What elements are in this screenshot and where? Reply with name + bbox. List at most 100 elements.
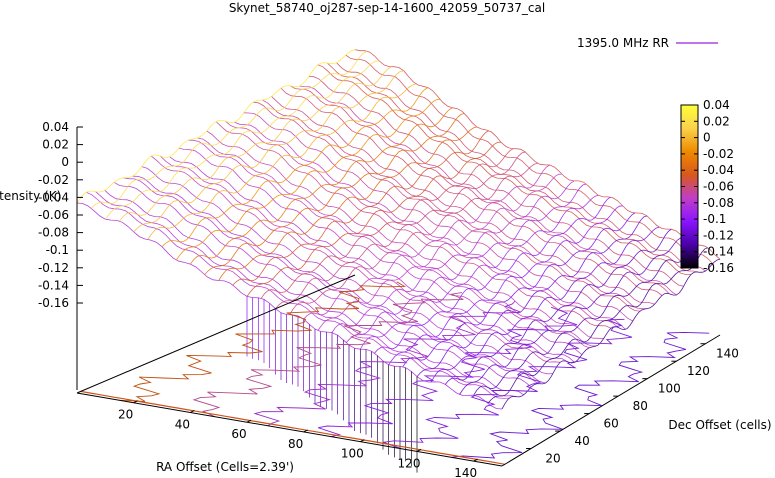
z-tick-label: -0.08 [38,226,69,240]
y-axis-line [501,334,721,467]
surface-row [141,166,553,375]
colorbar-tick-label: -0.04 [703,163,734,177]
z-tick-label: -0.14 [38,278,69,292]
x-tick [246,419,252,423]
surface-column [487,247,708,404]
contour-line [119,281,407,402]
z-tick-label: -0.02 [38,173,69,187]
x-tick-label: 80 [288,437,303,451]
y-tick-label: 40 [574,434,589,448]
surface-column [147,83,416,240]
z-tick-label: -0.16 [38,296,69,310]
z-tick-label: -0.12 [38,261,69,275]
x-tick [303,429,308,433]
contour-line [192,292,464,418]
axes [76,126,721,467]
colorbar-tick-label: 0.04 [703,98,730,112]
x-tick [360,439,365,443]
x-tick-label: 140 [454,466,477,478]
surface-column [473,244,696,396]
contour-edge [80,390,506,465]
y-tick-label: 100 [658,382,681,396]
colorbar-tick-label: -0.08 [703,196,734,210]
y-axis-label: Dec Offset (cells) [668,418,771,432]
surface-row [354,49,721,260]
surface-column [76,49,356,204]
contour-line [451,331,710,459]
colorbar-tick-label: -0.1 [703,212,726,226]
surface-column [459,237,684,395]
contour-line [253,300,522,427]
surface-column [275,151,526,309]
y-tick-label: 20 [545,452,560,466]
x-tick-label: 40 [175,417,190,431]
surface-column [232,130,490,286]
surface-column [246,141,502,297]
surface-column [430,226,660,383]
x-back-axis-line [76,274,356,394]
z-axis-label: Intensity (K) [0,189,61,203]
colorbar-tick-label: 0.02 [703,114,730,128]
surface-column [359,194,599,350]
colorbar-tick-label: -0.16 [703,261,734,275]
surface-column [175,99,441,261]
z-tick-label: -0.06 [38,208,69,222]
surface-column [416,215,648,377]
x-axis-line [76,392,503,467]
z-tick-label: 0 [61,155,69,169]
surface-column [204,113,465,275]
z-tick-label: -0.1 [46,243,69,257]
y-tick-label: 120 [687,364,710,378]
surface-row [243,112,633,322]
x-axis-label: RA Offset (Cells=2.39') [156,460,294,474]
colorbar-tick-label: -0.02 [703,147,734,161]
x-tick-label: 120 [398,456,421,470]
base-plane [80,281,710,465]
surface-mesh [76,49,721,473]
y-tick-label: 60 [604,417,619,431]
colorbar: 0.04 0.02 0 -0.02 -0.04 -0.06 -0.08 -0.1 -0.12 -0… [680,98,734,275]
surface-column [260,148,514,299]
surface-column [133,70,404,233]
surface-column [104,60,380,220]
colorbar-tick-label: -0.14 [703,245,734,259]
surface-column [189,107,453,265]
surface-column [289,162,538,316]
legend-label: 1395.0 MHz RR [577,36,669,50]
surface-column [331,180,575,333]
surface-row [262,99,648,310]
x-tick-label: 100 [341,447,364,461]
surface-column [374,196,611,354]
x-tick-label: 20 [118,408,133,422]
chart-title: Skynet_58740_oj287-sep-14-1600_42059_507… [229,1,545,15]
surface-column [218,126,477,281]
y-tick-label: 80 [633,399,648,413]
surface-row [132,175,546,384]
x-tick [190,410,195,413]
colorbar-tick-label: 0 [703,131,711,145]
contour-line [383,318,633,450]
x-tick [133,400,138,404]
surface-column [345,183,587,343]
surface-column [90,50,368,209]
surface-column [119,66,392,222]
x-tick [473,458,478,462]
z-tick-label: 0.04 [42,120,69,134]
surface-column [501,258,721,410]
x-tick-label: 60 [231,427,246,441]
z-tick-label: -0.04 [38,190,69,204]
surface-column [388,205,623,366]
x-tick [416,448,422,452]
surface-row [197,137,597,347]
surface-row [345,54,713,264]
y-tick-label: 140 [716,347,739,361]
z-tick-label: 0.02 [42,138,69,152]
colorbar-tick-label: -0.06 [703,180,734,194]
contour-line [318,306,578,438]
surface-column [402,212,636,368]
colorbar-tick-label: -0.12 [703,228,734,242]
surface-column [161,87,429,247]
